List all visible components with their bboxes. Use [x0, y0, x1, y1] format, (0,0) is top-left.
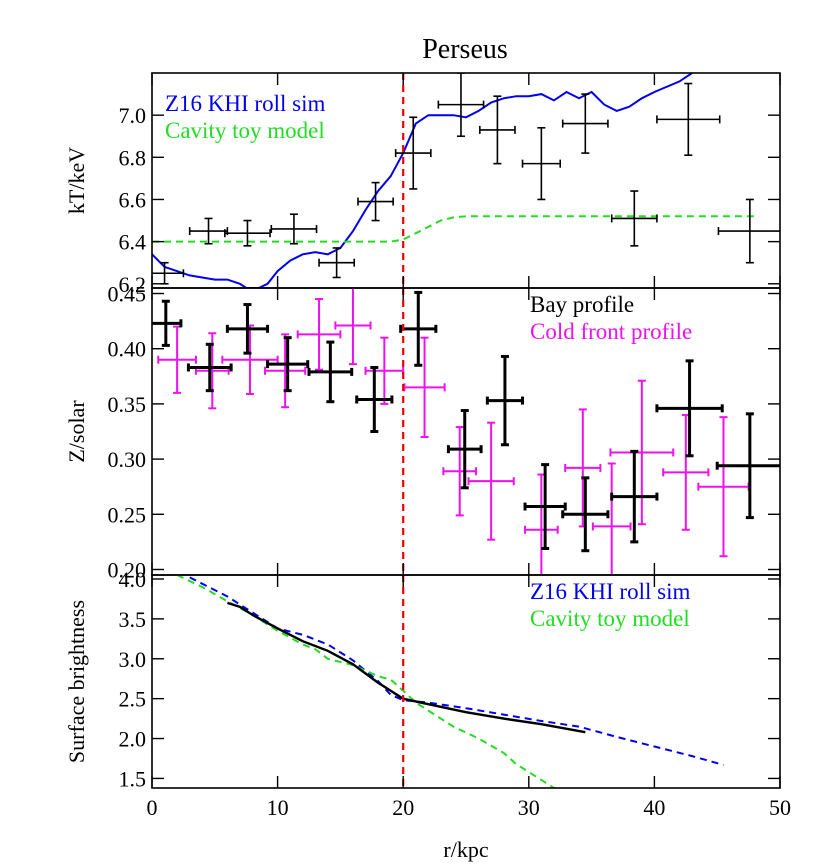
metallicity-ytick-label: 0.25 [108, 502, 147, 527]
surface-brightness-series-data-2-line [227, 601, 586, 734]
metallicity-ytick-label: 0.35 [108, 392, 147, 417]
metallicity-series-cold-front-profile-point [157, 325, 197, 394]
metallicity-series-cold-front-profile-point [221, 324, 279, 395]
surface-brightness-frame [151, 574, 781, 789]
temperature-series-data-2-point [318, 247, 356, 279]
metallicity-series-cold-front-profile-point [524, 473, 559, 575]
metallicity-series-bay-profile-point [485, 354, 525, 447]
surface-brightness-xtick-label: 50 [769, 795, 791, 820]
surface-brightness-xtick-label: 10 [267, 795, 289, 820]
surface-brightness-ytick-label: 2.0 [119, 727, 147, 752]
surface-brightness-data [176, 575, 724, 788]
metallicity-ytick-label: 0.30 [108, 447, 147, 472]
metallicity-series-bay-profile-point [186, 342, 233, 393]
metallicity-series-cold-front-profile-point [564, 408, 602, 528]
temperature-series-data-2-point [270, 213, 318, 245]
metallicity-series-cold-front-profile-point [591, 462, 632, 575]
surface-brightness-ytick-label: 1.5 [119, 766, 147, 791]
metallicity-series-bay-profile-point [715, 412, 780, 520]
temperature-ytick-label: 6.4 [119, 230, 147, 255]
metallicity-legend-entry: Bay profile [530, 292, 634, 317]
metallicity-series-cold-front-profile-point [609, 379, 675, 526]
metallicity-series-bay-profile-point [655, 359, 724, 458]
temperature-series-data-2-point [561, 93, 609, 154]
metallicity-ytick-label: 0.40 [108, 337, 147, 362]
temperature-series-cavity-toy-model-line [152, 215, 755, 243]
temperature-data [152, 73, 780, 288]
temperature-series-data-2-point [479, 95, 516, 165]
figure-title: Perseus [422, 34, 508, 65]
temperature-legend-entry: Z16 KHI roll sim [165, 91, 325, 116]
temperature-series-data-2-point [610, 190, 658, 247]
surface-brightness-ylabel: Surface brightness [64, 600, 89, 763]
surface-brightness-series-cavity-toy-model-line [176, 575, 560, 788]
metallicity-data [152, 288, 780, 575]
surface-brightness-xtick-label: 0 [147, 795, 158, 820]
metallicity-series-bay-profile-point [561, 476, 610, 553]
temperature-ytick-label: 6.2 [119, 272, 147, 297]
surface-brightness-xlabel: r/kpc [443, 837, 488, 862]
temperature-series-data-2-point [188, 217, 229, 245]
temperature-ytick-label: 7.0 [119, 103, 147, 128]
metallicity-series-cold-front-profile-point [296, 298, 342, 371]
metallicity-series-cold-front-profile-point [662, 413, 710, 531]
temperature-series-data-2-point [656, 82, 721, 157]
metallicity-series-cold-front-profile-point [467, 421, 515, 541]
metallicity-ytick-label: 0.20 [108, 557, 147, 582]
metallicity-legend-entry: Cold front profile [530, 319, 692, 344]
temperature-ylabel: kT/keV [64, 147, 89, 214]
metallicity-ytick-label: 0.45 [108, 282, 147, 307]
metallicity-series-cold-front-profile-point [334, 288, 372, 366]
metallicity-series-bay-profile-point [523, 463, 567, 551]
metallicity-series-cold-front-profile-point [403, 336, 446, 439]
surface-brightness-xtick-label: 40 [643, 795, 665, 820]
temperature-panel: 6.2 6.4 6.6 6.8 7.0 kT/keV Z16 KHI roll simCav… [64, 72, 781, 297]
surface-brightness-xtick-label: 20 [392, 795, 414, 820]
surface-brightness-ytick-label: 4.0 [119, 567, 147, 592]
metallicity-series-cold-front-profile-point [697, 416, 750, 558]
temperature-legend-entry: Cavity toy model [165, 118, 325, 143]
metallicity-series-cold-front-profile-point [442, 426, 478, 517]
temperature-series-z16-khi-roll-sim-line [152, 73, 693, 288]
metallicity-series-bay-profile-point [225, 303, 270, 355]
metallicity-series-bay-profile-point [307, 340, 354, 404]
metallicity-series-cold-front-profile-point [364, 336, 405, 405]
temperature-ytick-label: 6.6 [119, 187, 147, 212]
temperature-series-data-2-point [437, 73, 485, 138]
surface-brightness-legend-entry: Cavity toy model [530, 606, 690, 631]
metallicity-series-bay-profile-point [399, 290, 438, 367]
surface-brightness-ytick-label: 3.5 [119, 607, 147, 632]
surface-brightness-legend-entry: Z16 KHI roll sim [530, 579, 690, 604]
metallicity-series-bay-profile-point [152, 299, 183, 347]
metallicity-series-bay-profile-point [355, 365, 394, 433]
temperature-series-data-2-point [717, 198, 780, 264]
metallicity-series-bay-profile-point [266, 336, 310, 393]
temperature-ytick-label: 6.8 [119, 145, 147, 170]
metallicity-panel: 0.20 0.25 0.30 0.35 0.40 0.45 Z/solar Bay profi… [64, 282, 781, 582]
metallicity-series-bay-profile-point [446, 409, 483, 490]
surface-brightness-panel: 1.5 2.0 2.5 3.0 3.5 4.0 0 10 20 30 40 50 Surface bri… [64, 567, 791, 862]
surface-brightness-ytick-label: 2.5 [119, 687, 147, 712]
temperature-series-data-2-point [224, 219, 271, 247]
temperature-series-data-2-point [357, 181, 394, 222]
surface-brightness-ytick-label: 3.0 [119, 647, 147, 672]
temperature-series-data-2-point [521, 127, 562, 201]
metallicity-ylabel: Z/solar [64, 400, 89, 463]
metallicity-series-bay-profile-point [610, 449, 659, 544]
surface-brightness-xtick-label: 30 [518, 795, 540, 820]
metallicity-series-cold-front-profile-point [264, 333, 307, 409]
temperature-series-data-2-point [394, 116, 432, 190]
